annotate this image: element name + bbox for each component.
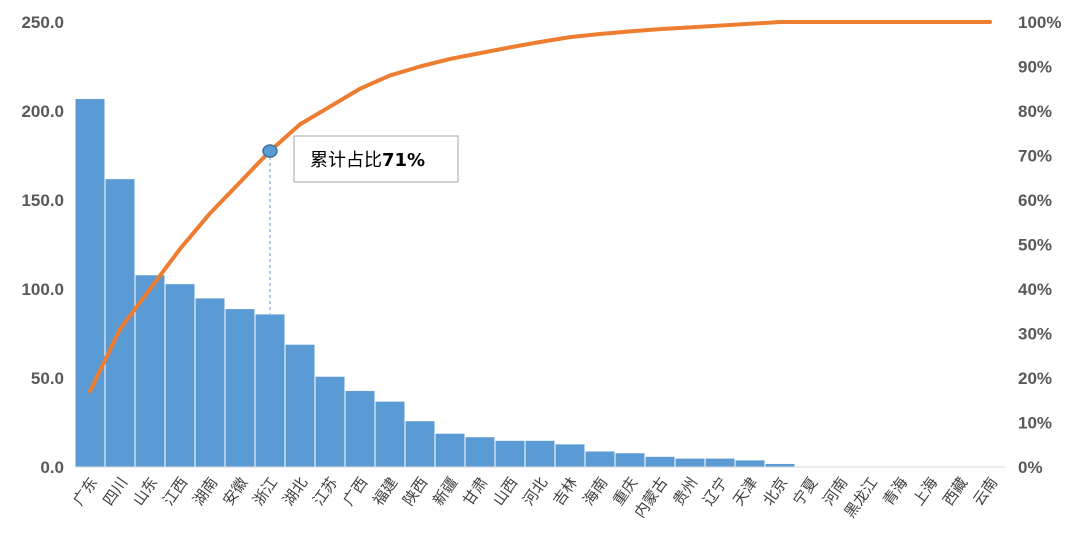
- bar-江苏: [314, 375, 346, 468]
- right-tick-label: 0%: [1018, 458, 1043, 477]
- category-label: 山东: [129, 474, 161, 509]
- left-tick-label: 0.0: [40, 458, 64, 477]
- cumulative-percent-line: [88, 20, 992, 394]
- right-tick-label: 80%: [1018, 102, 1052, 121]
- bar-四川: [104, 178, 136, 468]
- left-tick-label: 250.0: [21, 13, 64, 32]
- annotation-marker: [262, 144, 278, 158]
- category-label: 湖南: [189, 474, 221, 509]
- category-label: 内蒙古: [631, 474, 672, 521]
- bar-山东: [134, 274, 166, 468]
- bar-重庆: [614, 452, 646, 468]
- category-label: 云南: [969, 474, 1001, 509]
- category-label: 浙江: [249, 474, 281, 509]
- bar-广东: [74, 98, 106, 468]
- annotation-prefix: 累计占比: [310, 150, 382, 171]
- left-axis-ticks: 0.0 50.0 100.0 150.0 200.0 250.0: [21, 13, 64, 477]
- bar-湖南: [194, 297, 226, 468]
- category-label: 上海: [909, 474, 941, 509]
- left-tick-label: 50.0: [31, 369, 64, 388]
- category-label: 西藏: [939, 474, 971, 509]
- category-label: 吉林: [549, 474, 581, 509]
- right-axis-ticks: 0% 10% 20% 30% 40% 50% 60% 70% 80% 90% 100%: [1018, 13, 1061, 477]
- right-tick-label: 20%: [1018, 369, 1052, 388]
- category-label: 河北: [519, 474, 551, 509]
- bar-辽宁: [704, 457, 736, 468]
- right-tick-label: 60%: [1018, 191, 1052, 210]
- left-tick-label: 100.0: [21, 280, 64, 299]
- bar-福建: [374, 400, 406, 468]
- category-label: 湖北: [279, 474, 311, 509]
- bar-浙江: [254, 313, 286, 468]
- bar-吉林: [554, 443, 586, 468]
- category-axis-labels: 广东四川山东江西湖南安徽浙江湖北江苏广西福建陕西新疆甘肃山西河北吉林海南重庆内蒙…: [69, 474, 1001, 521]
- category-label: 福建: [369, 474, 401, 509]
- right-tick-label: 70%: [1018, 147, 1052, 166]
- right-tick-label: 100%: [1018, 13, 1061, 32]
- bar-江西: [164, 283, 196, 468]
- category-label: 黑龙江: [841, 474, 882, 521]
- category-label: 甘肃: [459, 474, 491, 509]
- category-label: 辽宁: [699, 474, 731, 509]
- category-label: 安徽: [219, 474, 251, 509]
- category-label: 广东: [69, 474, 101, 509]
- bar-广西: [344, 389, 376, 468]
- right-tick-label: 30%: [1018, 325, 1052, 344]
- bar-海南: [584, 450, 616, 468]
- category-label: 山西: [489, 474, 521, 509]
- bar-新疆: [434, 432, 466, 468]
- bar-北京: [764, 462, 796, 468]
- bar-湖北: [284, 343, 316, 468]
- bar-内蒙古: [644, 455, 676, 468]
- bar-安徽: [224, 308, 256, 468]
- bar-series: [74, 98, 796, 468]
- category-label: 海南: [579, 474, 611, 509]
- category-label: 天津: [729, 474, 761, 509]
- category-label: 江苏: [309, 474, 341, 509]
- bar-甘肃: [464, 436, 496, 468]
- bar-山西: [494, 439, 526, 468]
- category-label: 贵州: [669, 474, 701, 509]
- category-label: 江西: [159, 474, 191, 509]
- category-label: 北京: [759, 474, 791, 509]
- bar-贵州: [674, 457, 706, 468]
- annotation-label: 累计占比71%: [310, 150, 425, 171]
- category-label: 陕西: [399, 474, 431, 509]
- left-tick-label: 200.0: [21, 102, 64, 121]
- right-tick-label: 10%: [1018, 414, 1052, 433]
- annotation-value: 71%: [382, 150, 425, 171]
- bar-天津: [734, 459, 766, 468]
- category-label: 宁夏: [789, 474, 821, 509]
- right-tick-label: 40%: [1018, 280, 1052, 299]
- right-tick-label: 90%: [1018, 58, 1052, 77]
- category-label: 四川: [99, 474, 131, 509]
- category-label: 广西: [339, 474, 371, 509]
- category-label: 青海: [879, 474, 911, 509]
- bar-河北: [524, 439, 556, 468]
- right-tick-label: 50%: [1018, 236, 1052, 255]
- bar-陕西: [404, 420, 436, 468]
- annotation-box: [293, 135, 459, 183]
- left-tick-label: 150.0: [21, 191, 64, 210]
- category-label: 新疆: [429, 474, 461, 509]
